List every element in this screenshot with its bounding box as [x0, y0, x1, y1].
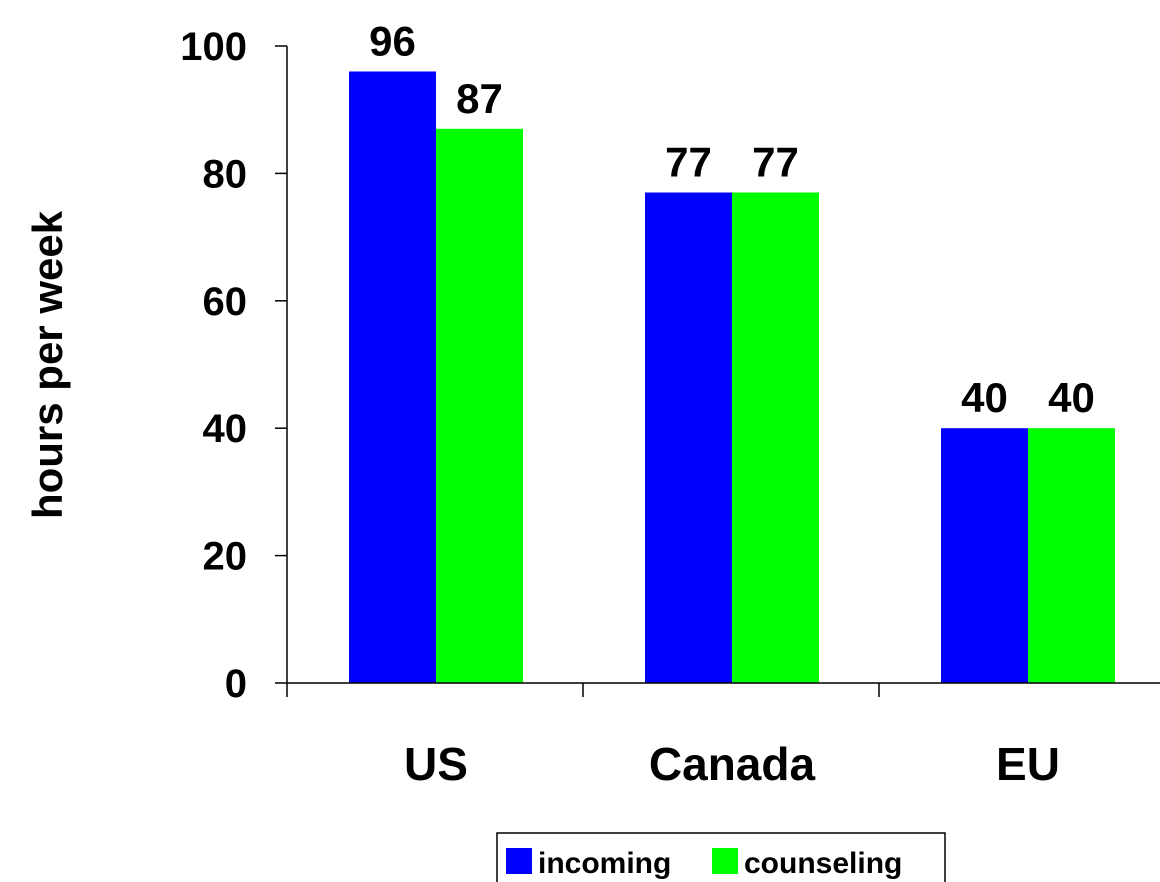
y-tick-label: 100	[180, 25, 247, 69]
legend-label-incoming: incoming	[538, 847, 671, 880]
y-tick-label: 60	[203, 280, 248, 324]
y-ticks-group: 0 20 40 60 80 100	[180, 25, 287, 706]
bar-incoming	[349, 71, 436, 684]
x-category-label: EU	[996, 738, 1060, 790]
legend-swatch-counseling	[712, 848, 738, 874]
x-category-label: US	[404, 738, 468, 790]
data-labels-group: 96 77 40 87 77 40	[369, 17, 1095, 421]
data-label: 40	[961, 374, 1008, 421]
data-label: 77	[752, 139, 799, 186]
data-label: 77	[665, 139, 712, 186]
x-category-label: Canada	[649, 738, 816, 790]
bar-incoming	[941, 428, 1028, 683]
y-tick-label: 0	[225, 662, 247, 706]
data-label: 96	[369, 17, 416, 64]
bar-incoming	[645, 192, 732, 683]
y-axis-title: hours per week	[24, 210, 71, 519]
bar-counseling	[436, 128, 523, 683]
legend: incoming counseling	[496, 832, 946, 882]
bar-counseling	[732, 192, 819, 683]
data-label: 87	[456, 75, 503, 122]
y-tick-label: 20	[203, 535, 248, 579]
y-tick-label: 40	[203, 407, 248, 451]
bar-counseling	[1028, 428, 1115, 683]
y-tick-label: 80	[203, 152, 248, 196]
data-label: 40	[1048, 374, 1095, 421]
legend-swatch-incoming	[506, 848, 532, 874]
legend-label-counseling: counseling	[744, 847, 902, 880]
bars-group	[349, 71, 1115, 684]
axes-group	[286, 46, 1160, 684]
x-ticks-group: US Canada EU	[286, 683, 1060, 790]
